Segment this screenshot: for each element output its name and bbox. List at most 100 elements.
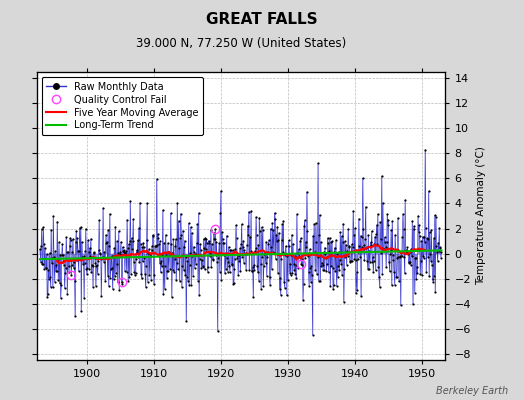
Point (299, 281, 308, 287)
Point (145, 246, 153, 252)
Title: 39.000 N, 77.250 W (United States): 39.000 N, 77.250 W (United States) (136, 37, 346, 50)
Point (220, 240, 228, 246)
Point (313, 271, 321, 277)
Point (372, 267, 380, 274)
Point (80, 295, 89, 301)
Point (274, 270, 282, 276)
Point (196, 241, 204, 247)
Point (263, 272, 271, 279)
Point (84, 248, 93, 255)
Point (41, 265, 50, 272)
Point (217, 188, 225, 194)
Point (244, 232, 253, 239)
Point (134, 254, 143, 260)
Point (433, 258, 442, 265)
Point (137, 275, 146, 282)
Point (311, 248, 319, 255)
Point (82, 265, 91, 272)
Point (40, 265, 49, 272)
Point (182, 254, 190, 260)
Point (235, 252, 243, 258)
Point (326, 283, 334, 290)
Point (149, 232, 157, 238)
Point (67, 272, 75, 278)
Point (57, 282, 66, 288)
Point (45, 276, 53, 282)
Point (224, 258, 232, 265)
Point (103, 273, 112, 279)
Point (310, 220, 319, 227)
Point (345, 242, 354, 249)
Point (63, 291, 72, 297)
Point (158, 252, 167, 258)
Point (356, 254, 364, 260)
Point (250, 266, 259, 273)
Point (140, 255, 149, 262)
Point (290, 252, 299, 259)
Point (350, 256, 358, 262)
Point (261, 260, 270, 266)
Point (426, 251, 434, 258)
Point (201, 234, 210, 241)
Point (79, 261, 87, 268)
Point (382, 264, 390, 271)
Point (288, 270, 297, 277)
Point (202, 236, 211, 242)
Point (400, 270, 409, 277)
Point (177, 210, 185, 217)
Point (362, 203, 370, 210)
Point (269, 248, 277, 255)
Point (308, 332, 316, 338)
Point (248, 263, 257, 270)
Point (189, 243, 198, 250)
Point (145, 271, 154, 278)
Point (225, 263, 234, 270)
Point (435, 225, 443, 232)
Point (90, 250, 99, 256)
Point (414, 213, 422, 219)
Point (245, 208, 253, 215)
Point (436, 244, 444, 251)
Point (238, 244, 247, 250)
Point (228, 247, 237, 254)
Point (99, 205, 107, 212)
Point (312, 239, 321, 246)
Point (168, 294, 176, 300)
Point (121, 268, 129, 274)
Point (410, 223, 418, 229)
Point (285, 237, 293, 244)
Point (339, 239, 347, 245)
Point (205, 253, 214, 259)
Point (115, 228, 123, 234)
Point (317, 263, 325, 269)
Point (180, 237, 189, 244)
Point (71, 313, 80, 319)
Point (332, 283, 341, 289)
Point (75, 248, 83, 254)
Point (130, 269, 138, 276)
Point (343, 248, 351, 254)
Point (286, 269, 294, 276)
Point (398, 234, 407, 240)
Point (401, 247, 410, 253)
Point (290, 266, 298, 273)
Point (129, 216, 137, 222)
Point (346, 258, 354, 264)
Point (245, 267, 254, 273)
Point (252, 244, 260, 251)
Point (223, 268, 232, 275)
Point (123, 268, 131, 275)
Point (374, 264, 383, 270)
Point (172, 277, 180, 284)
Point (248, 268, 256, 274)
Point (302, 244, 311, 250)
Point (379, 246, 388, 252)
Point (315, 212, 324, 218)
Point (63, 248, 71, 255)
Point (431, 212, 439, 219)
Point (395, 278, 403, 285)
Point (250, 262, 258, 268)
Point (260, 263, 268, 270)
Point (279, 249, 287, 256)
Point (306, 265, 314, 272)
